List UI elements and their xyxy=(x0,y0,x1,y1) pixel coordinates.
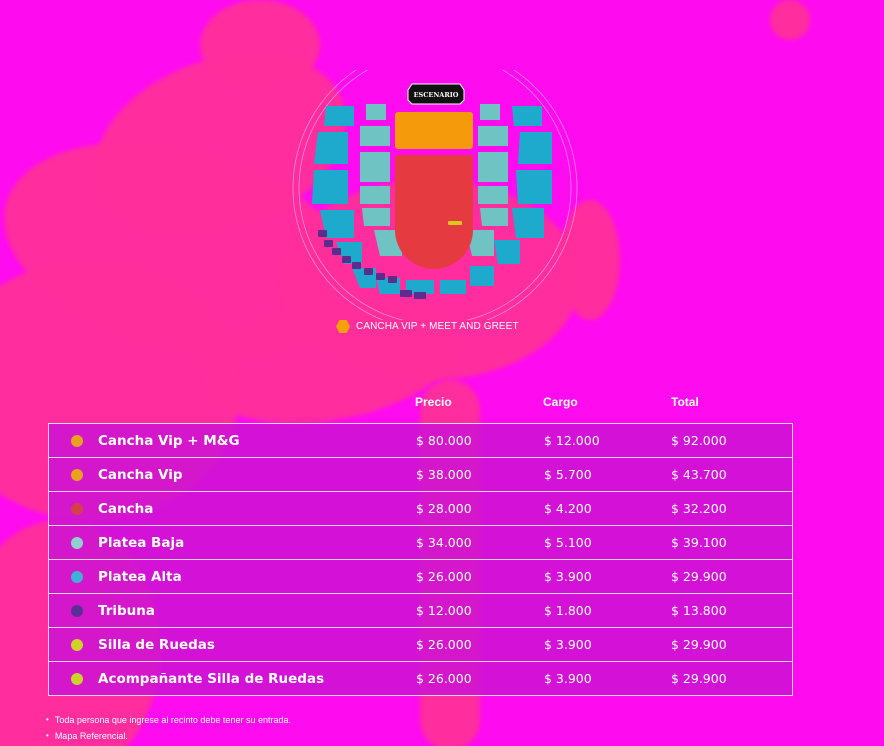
header-cargo: Cargo xyxy=(543,395,578,409)
color-dot-icon xyxy=(71,604,83,617)
platea-baja-sections xyxy=(360,104,508,256)
section-name: Tribuna xyxy=(98,602,156,619)
table-row: Tribuna $ 12.000 $ 1.800 $ 13.800 xyxy=(48,593,793,628)
section-name: Cancha Vip xyxy=(98,466,183,483)
total-cell: $ 29.900 xyxy=(671,627,793,662)
fee-cell: $ 3.900 xyxy=(544,627,671,662)
fee-cell: $ 1.800 xyxy=(544,593,671,628)
color-dot-icon xyxy=(71,536,83,549)
svg-text:ESCENARIO: ESCENARIO xyxy=(414,91,459,99)
venue-seating-map: ESCENARIO xyxy=(292,70,578,320)
hexagon-icon xyxy=(336,320,350,333)
price-cell: $ 26.000 xyxy=(416,559,544,594)
total-cell: $ 92.000 xyxy=(671,423,793,458)
price-cell: $ 38.000 xyxy=(416,457,544,492)
map-legend: CANCHA VIP + MEET AND GREET xyxy=(336,320,519,333)
fee-cell: $ 4.200 xyxy=(544,491,671,526)
fee-cell: $ 3.900 xyxy=(544,559,671,594)
tribuna-sections xyxy=(318,230,426,299)
header-total: Total xyxy=(671,395,699,409)
price-cell: $ 34.000 xyxy=(416,525,544,560)
fee-cell: $ 5.100 xyxy=(544,525,671,560)
color-dot-icon xyxy=(71,570,83,583)
footnote: Mapa Referencial. xyxy=(46,728,291,744)
footnotes: Toda persona que ingrese al recinto debe… xyxy=(46,712,291,744)
header-precio: Precio xyxy=(415,395,452,409)
price-cell: $ 26.000 xyxy=(416,661,544,696)
section-name: Platea Alta xyxy=(98,568,182,585)
total-cell: $ 29.900 xyxy=(671,661,793,696)
wheelchair-zone xyxy=(448,221,462,225)
table-row: Cancha Vip $ 38.000 $ 5.700 $ 43.700 xyxy=(48,457,793,492)
color-dot-icon xyxy=(71,468,83,481)
color-dot-icon xyxy=(71,638,83,651)
fee-cell: $ 12.000 xyxy=(544,423,671,458)
table-row: Platea Baja $ 34.000 $ 5.100 $ 39.100 xyxy=(48,525,793,560)
table-row: Acompañante Silla de Ruedas $ 26.000 $ 3.9… xyxy=(48,661,793,696)
section-name: Silla de Ruedas xyxy=(98,636,215,653)
color-dot-icon xyxy=(71,434,83,447)
section-name: Cancha xyxy=(98,500,154,517)
table-row: Platea Alta $ 26.000 $ 3.900 $ 29.900 xyxy=(48,559,793,594)
cancha-zone xyxy=(395,155,473,269)
platea-alta-sections xyxy=(312,106,552,294)
price-cell: $ 26.000 xyxy=(416,627,544,662)
section-name: Acompañante Silla de Ruedas xyxy=(98,670,325,687)
price-cell: $ 80.000 xyxy=(416,423,544,458)
table-row: Cancha Vip + M&G $ 80.000 $ 12.000 $ 92.000 xyxy=(48,423,793,458)
legend-label: CANCHA VIP + MEET AND GREET xyxy=(356,321,519,332)
total-cell: $ 29.900 xyxy=(671,559,793,594)
fee-cell: $ 5.700 xyxy=(544,457,671,492)
color-dot-icon xyxy=(71,672,83,685)
color-dot-icon xyxy=(71,502,83,515)
total-cell: $ 13.800 xyxy=(671,593,793,628)
total-cell: $ 32.200 xyxy=(671,491,793,526)
section-name: Cancha Vip + M&G xyxy=(98,432,240,449)
price-cell: $ 28.000 xyxy=(416,491,544,526)
price-table: Cancha Vip + M&G $ 80.000 $ 12.000 $ 92.000… xyxy=(48,423,793,696)
fee-cell: $ 3.900 xyxy=(544,661,671,696)
total-cell: $ 39.100 xyxy=(671,525,793,560)
table-row: Cancha $ 28.000 $ 4.200 $ 32.200 xyxy=(48,491,793,526)
footnote: Toda persona que ingrese al recinto debe… xyxy=(46,712,291,728)
stage: ESCENARIO xyxy=(407,83,465,105)
cancha-vip-mg-zone xyxy=(395,112,473,149)
section-name: Platea Baja xyxy=(98,534,185,551)
total-cell: $ 43.700 xyxy=(671,457,793,492)
price-cell: $ 12.000 xyxy=(416,593,544,628)
table-row: Silla de Ruedas $ 26.000 $ 3.900 $ 29.900 xyxy=(48,627,793,662)
